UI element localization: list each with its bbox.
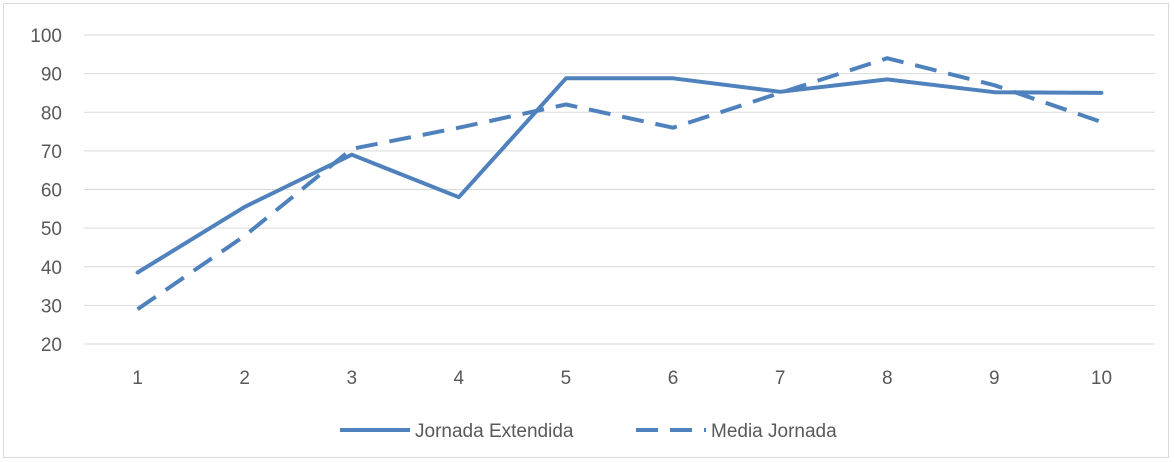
y-axis-tick-labels: 20 30 40 50 60 70 80 90 100: [30, 26, 62, 356]
y-tick-label: 30: [41, 296, 62, 317]
y-tick-label: 20: [41, 335, 62, 356]
x-tick-label: 4: [454, 368, 465, 389]
gridlines: [84, 34, 1155, 345]
legend: Jornada Extendida Media Jornada: [340, 421, 837, 442]
y-tick-label: 90: [41, 65, 62, 86]
x-tick-label: 7: [775, 368, 786, 389]
x-tick-label: 10: [1091, 368, 1112, 389]
legend-label: Media Jornada: [711, 421, 837, 442]
x-tick-label: 2: [239, 368, 250, 389]
series-line-media-jornada: [136, 56, 1103, 311]
series-lines: [135, 56, 1104, 311]
x-tick-label: 1: [132, 368, 143, 389]
x-axis-tick-labels: 1 2 3 4 5 6 7 8 9 10: [132, 368, 1112, 389]
y-tick-label: 100: [30, 26, 62, 47]
x-tick-label: 6: [668, 368, 679, 389]
y-tick-label: 50: [41, 219, 62, 240]
y-tick-label: 60: [41, 181, 62, 202]
y-tick-label: 70: [41, 142, 62, 163]
x-tick-label: 8: [882, 368, 893, 389]
x-tick-label: 5: [561, 368, 572, 389]
x-tick-label: 3: [346, 368, 357, 389]
y-tick-label: 40: [41, 258, 62, 279]
x-tick-label: 9: [989, 368, 1000, 389]
legend-label: Jornada Extendida: [415, 421, 574, 442]
y-tick-label: 80: [41, 103, 62, 124]
series-line-jornada-extendida: [135, 76, 1104, 275]
